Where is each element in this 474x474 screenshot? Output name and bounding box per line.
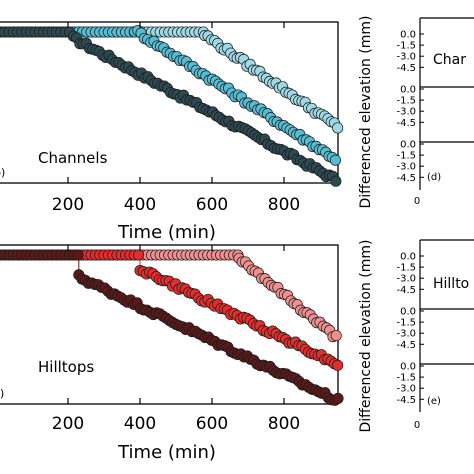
x-tick-label: 600: [196, 195, 228, 215]
x-tick-label: 0: [414, 420, 420, 431]
y-tick-label: -3.0: [396, 329, 416, 340]
panel-annotation: Hilltops: [38, 358, 94, 376]
y-tick-label: 0.0: [400, 85, 416, 96]
y-tick-label: -1.5: [396, 318, 416, 329]
data-point: [330, 175, 342, 187]
panel-tag: (d): [427, 172, 441, 183]
panel-d-elevation: 0.0-1.5-3.0-4.50.0-1.5-3.0-4.50.0-1.5-3.…: [358, 16, 474, 209]
data-point: [329, 154, 342, 166]
panel-annotation: Hillto: [433, 276, 469, 292]
y-tick-label: 0.0: [400, 30, 416, 41]
y-tick-label: -3.0: [396, 274, 416, 285]
y-tick-label: 0.0: [400, 307, 416, 318]
panel-tag: (e): [427, 396, 441, 407]
x-tick-label: 400: [124, 414, 156, 434]
panel-annotation: Char: [433, 52, 466, 68]
y-tick-label: -4.5: [396, 340, 416, 351]
y-tick-label: -1.5: [396, 151, 416, 162]
x-tick-label: 200: [52, 195, 84, 215]
y-tick-label: -4.5: [396, 118, 416, 129]
y-axis-label: Differenced elevation (mm): [358, 16, 374, 209]
data-point: [332, 122, 344, 134]
y-tick-label: 0.0: [400, 252, 416, 263]
data-point: [332, 392, 344, 405]
y-tick-label: 0.0: [400, 362, 416, 373]
x-tick-label: 400: [124, 195, 156, 215]
y-tick-label: -3.0: [396, 52, 416, 63]
y-tick-label: -1.5: [396, 41, 416, 52]
x-tick-label: 0: [414, 196, 420, 207]
panel-tag: c): [0, 387, 4, 400]
y-tick-label: -1.5: [396, 96, 416, 107]
plot-frame: [0, 244, 339, 405]
y-tick-label: -3.0: [396, 162, 416, 173]
plot-frame: [0, 21, 339, 184]
x-tick-label: 800: [268, 414, 300, 434]
y-tick-label: -4.5: [396, 395, 416, 406]
data-point: [330, 330, 342, 342]
y-tick-label: -3.0: [396, 384, 416, 395]
x-axis-label: Time (min): [117, 442, 216, 463]
panel-e-elevation: 0.0-1.5-3.0-4.50.0-1.5-3.0-4.50.0-1.5-3.…: [358, 239, 474, 433]
panel-c-hilltops: 200 400 600 800 Time (min) Hilltops c): [0, 244, 344, 463]
y-tick-label: -1.5: [396, 373, 416, 384]
y-tick-label: -4.5: [396, 285, 416, 296]
data-point: [133, 249, 145, 261]
y-axis-label: Differenced elevation (mm): [358, 240, 374, 433]
x-tick-label: 600: [196, 414, 228, 434]
y-tick-label: -3.0: [396, 107, 416, 118]
y-tick-label: -4.5: [396, 63, 416, 74]
data-point: [332, 359, 344, 371]
y-tick-label: -4.5: [396, 173, 416, 184]
x-tick-label: 800: [268, 195, 300, 215]
y-tick-label: 0.0: [400, 140, 416, 151]
panel-annotation: Channels: [38, 149, 108, 167]
data-point: [72, 249, 84, 261]
panel-tag: b): [0, 166, 5, 179]
x-tick-label: 200: [52, 414, 84, 434]
x-axis-label: Time (min): [117, 222, 216, 243]
panel-b-channels: 200 400 600 800 Time (min) Channels b): [0, 21, 344, 243]
y-tick-label: -1.5: [396, 263, 416, 274]
